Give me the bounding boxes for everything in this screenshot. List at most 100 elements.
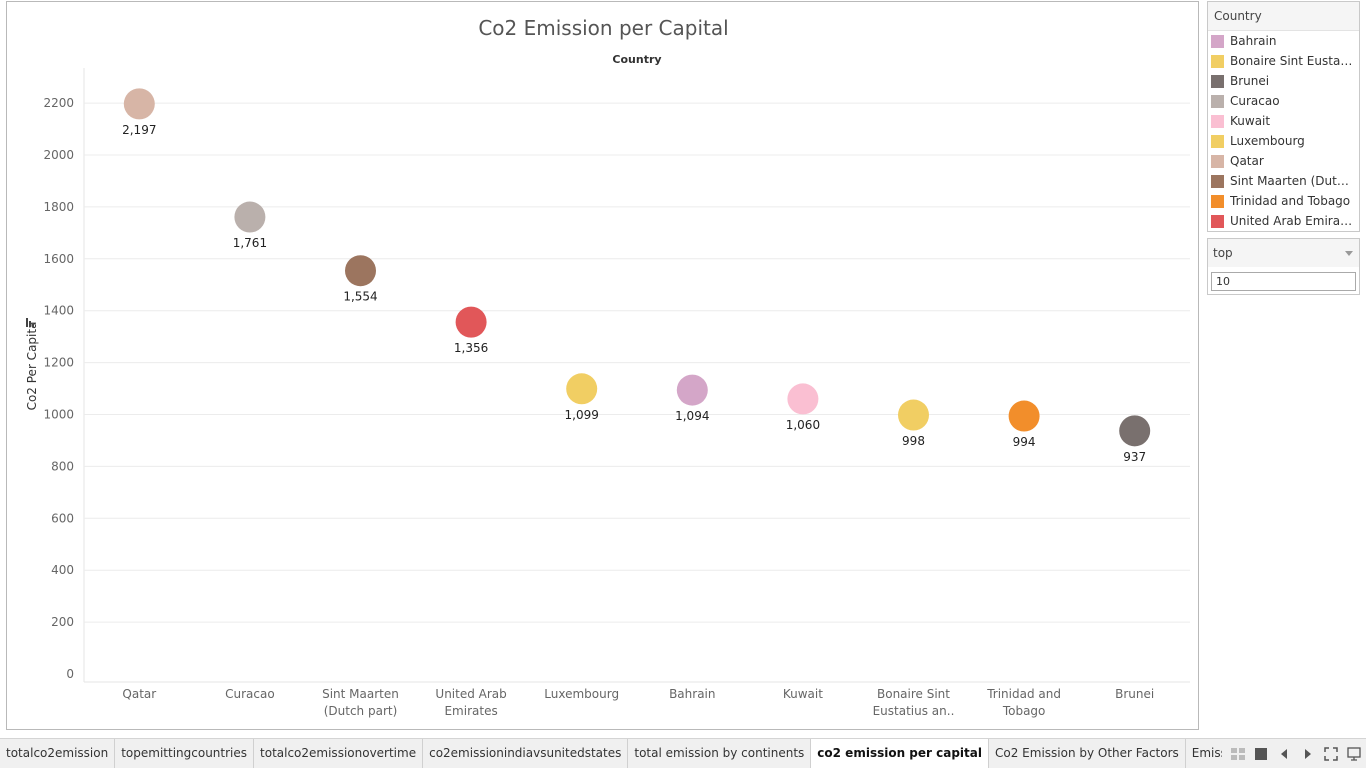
prev-sheet-icon[interactable]	[1275, 745, 1293, 763]
legend-label: Sint Maarten (Dutch ..	[1230, 174, 1354, 188]
presentation-mode-icon[interactable]	[1345, 745, 1363, 763]
y-tick-label: 1800	[43, 200, 74, 214]
y-tick-label: 1400	[43, 304, 74, 318]
legend-swatch	[1211, 154, 1224, 168]
legend-label: Trinidad and Tobago	[1230, 194, 1351, 208]
data-point	[1008, 400, 1040, 432]
data-label: 1,356	[454, 341, 488, 355]
sheet-tab[interactable]: co2 emission per capital	[811, 739, 989, 768]
y-axis-title: Co2 Per Capita	[25, 322, 39, 411]
x-tick-label: Bonaire Sint	[877, 687, 950, 701]
x-tick-label: Qatar	[122, 687, 156, 701]
data-point	[455, 306, 487, 338]
fullscreen-icon[interactable]	[1322, 745, 1340, 763]
legend-item[interactable]: Curacao	[1208, 91, 1359, 111]
x-tick-label: Emirates	[444, 704, 497, 718]
y-tick-label: 2000	[43, 148, 74, 162]
tab-controls	[1226, 739, 1366, 768]
data-point	[1119, 415, 1151, 447]
data-label: 1,099	[565, 408, 599, 422]
legend-item[interactable]: Brunei	[1208, 71, 1359, 91]
data-label: 994	[1013, 435, 1036, 449]
top-n-input[interactable]	[1211, 272, 1356, 291]
x-tick-label: Eustatius an..	[873, 704, 955, 718]
sort-indicator-icon	[26, 318, 34, 327]
sheet-tab[interactable]: Emission Rate by	[1186, 739, 1222, 768]
sheet-tab[interactable]: co2emissionindiavsunitedstates	[423, 739, 629, 768]
legend-item[interactable]: Bahrain	[1208, 31, 1359, 51]
legend-label: Bonaire Sint Eustati..	[1230, 54, 1354, 68]
x-tick-label: Trinidad and	[986, 687, 1061, 701]
legend-swatch	[1211, 94, 1224, 108]
legend-label: Bahrain	[1230, 34, 1277, 48]
y-tick-label: 1600	[43, 252, 74, 266]
sheet-tab[interactable]: total emission by continents	[628, 739, 812, 768]
legend-item[interactable]: United Arab Emirates	[1208, 211, 1359, 231]
legend-item[interactable]: Luxembourg	[1208, 131, 1359, 151]
legend-item[interactable]: Sint Maarten (Dutch ..	[1208, 171, 1359, 191]
data-label: 1,554	[343, 290, 377, 304]
data-label: 1,060	[786, 418, 820, 432]
chart-title: Co2 Emission per Capital	[478, 16, 729, 40]
data-point	[234, 201, 266, 233]
x-tick-label: Kuwait	[783, 687, 823, 701]
sheet-tab-bar: totalco2emission topemittingcountries tota…	[0, 738, 1366, 768]
grid-view-icon[interactable]	[1229, 745, 1247, 763]
data-point	[898, 399, 929, 431]
data-point	[123, 88, 155, 120]
legend-label: Luxembourg	[1230, 134, 1305, 148]
x-tick-label: Brunei	[1115, 687, 1154, 701]
legend-swatch	[1211, 114, 1224, 128]
legend-item[interactable]: Kuwait	[1208, 111, 1359, 131]
sheet-tab[interactable]: totalco2emission	[0, 739, 116, 768]
y-tick-label: 2200	[43, 96, 74, 110]
parameter-header[interactable]: top	[1208, 239, 1359, 267]
top-parameter-control: top	[1207, 238, 1360, 295]
x-tick-label: United Arab	[435, 687, 506, 701]
data-label: 998	[902, 434, 925, 448]
sheet-tabs: totalco2emission topemittingcountries tota…	[0, 739, 1222, 768]
legend-swatch	[1211, 194, 1224, 208]
sheet-tab[interactable]: totalco2emissionovertime	[254, 739, 424, 768]
legend-label: Brunei	[1230, 74, 1270, 88]
sheet-tab[interactable]: Co2 Emission by Other Factors	[989, 739, 1186, 768]
legend-swatch	[1211, 134, 1224, 148]
next-sheet-icon[interactable]	[1299, 745, 1317, 763]
data-label: 937	[1123, 450, 1146, 464]
legend-swatch	[1211, 174, 1224, 188]
data-point	[345, 255, 376, 287]
data-label: 1,761	[233, 236, 267, 250]
legend-title: Country	[1208, 2, 1359, 31]
single-view-icon[interactable]	[1252, 745, 1270, 763]
chart-panel: Co2 Emission per Capital Country	[6, 1, 1199, 730]
sheet-tab[interactable]: topemittingcountries	[115, 739, 255, 768]
data-point	[787, 383, 819, 415]
data-point	[566, 373, 598, 405]
y-tick-label: 400	[51, 563, 74, 577]
legend-label: Curacao	[1230, 94, 1280, 108]
x-tick-label: Luxembourg	[544, 687, 619, 701]
legend-item[interactable]: Bonaire Sint Eustati..	[1208, 51, 1359, 71]
color-legend: Country Bahrain Bonaire Sint Eustati.. Bru…	[1207, 1, 1360, 232]
y-tick-label: 1200	[43, 356, 74, 370]
column-header-label: Country	[612, 53, 662, 66]
legend-swatch	[1211, 214, 1224, 228]
y-tick-label: 200	[51, 615, 74, 629]
x-tick-label: (Dutch part)	[324, 704, 398, 718]
legend-swatch	[1211, 54, 1224, 68]
x-tick-label: Tobago	[1002, 704, 1046, 718]
parameter-label: top	[1213, 246, 1233, 260]
x-tick-label: Curacao	[225, 687, 275, 701]
data-label: 2,197	[122, 123, 156, 137]
legend-swatch	[1211, 74, 1224, 88]
scatter-plot: 0 200 400 600 800 1000 1200 1400 1600 1800 2000 220…	[25, 68, 1190, 718]
legend-label: Qatar	[1230, 154, 1264, 168]
legend-item[interactable]: Qatar	[1208, 151, 1359, 171]
legend-item[interactable]: Trinidad and Tobago	[1208, 191, 1359, 211]
y-tick-label: 800	[51, 459, 74, 473]
dropdown-arrow-icon[interactable]	[1345, 251, 1353, 256]
x-tick-label: Sint Maarten	[322, 687, 399, 701]
y-tick-label: 0	[66, 667, 74, 681]
legend-swatch	[1211, 34, 1224, 48]
data-point	[676, 374, 708, 406]
